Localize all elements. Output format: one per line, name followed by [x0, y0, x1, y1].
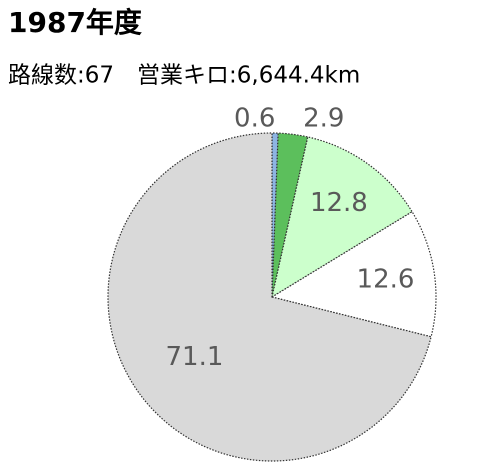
data-label: 2.9: [303, 104, 344, 134]
data-label: 71.1: [165, 342, 223, 372]
data-label: 12.8: [310, 188, 368, 218]
chart-subtitle: 路線数:67 営業キロ:6,644.4km: [8, 63, 360, 89]
pie-slice: [271, 132, 309, 298]
pie-slice: [271, 136, 413, 299]
chart-title: 1987年度: [8, 6, 142, 39]
data-label: 12.6: [357, 264, 415, 294]
pie-slice: [107, 132, 432, 462]
data-label: 0.6: [234, 104, 275, 134]
pie-slice: [270, 210, 437, 338]
